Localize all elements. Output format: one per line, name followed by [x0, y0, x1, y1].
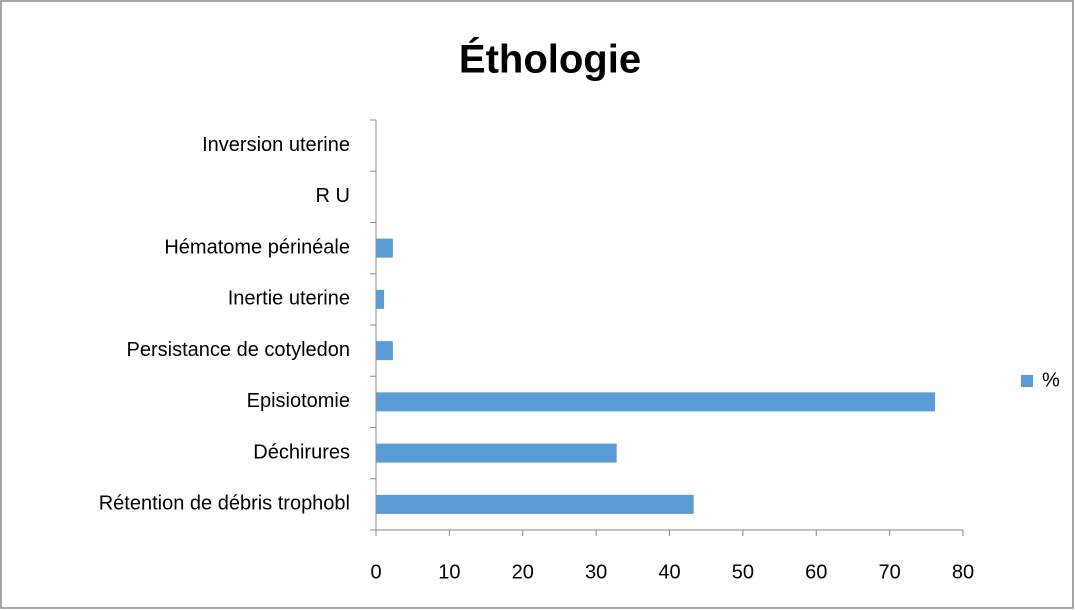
y-tick-label: R U: [316, 185, 350, 207]
x-tick-label: 30: [585, 561, 607, 583]
y-tick-label: Déchirures: [253, 441, 350, 463]
y-tick-label: Rétention de débris trophobl: [99, 493, 350, 515]
bar: [376, 494, 694, 514]
bar: [376, 289, 385, 309]
y-tick-label: Episiotomie: [247, 390, 350, 412]
x-tick-label: 20: [512, 561, 534, 583]
bar: [376, 341, 393, 361]
bar: [376, 392, 936, 412]
y-tick-label: Inertie uterine: [228, 288, 350, 310]
y-tick-label: Hématome périnéale: [164, 236, 350, 258]
y-tick-label: Inversion uterine: [202, 134, 350, 156]
x-tick-label: 40: [658, 561, 680, 583]
legend-label: %: [1042, 369, 1060, 391]
y-tick-label: Persistance de cotyledon: [127, 339, 350, 361]
legend-swatch: [1021, 375, 1033, 387]
x-tick-label: 80: [952, 561, 974, 583]
bar: [376, 238, 393, 258]
x-tick-label: 10: [438, 561, 460, 583]
x-tick-label: 70: [879, 561, 901, 583]
chart-title: Éthologie: [459, 37, 641, 82]
bar: [376, 443, 617, 463]
x-tick-label: 50: [732, 561, 754, 583]
x-tick-label: 60: [805, 561, 827, 583]
x-tick-label: 0: [370, 561, 381, 583]
